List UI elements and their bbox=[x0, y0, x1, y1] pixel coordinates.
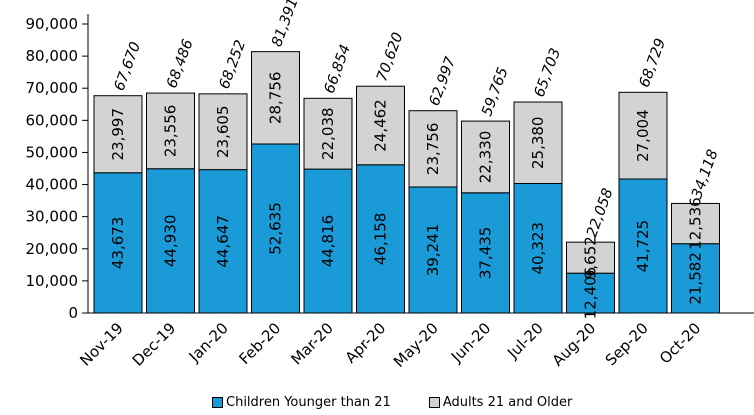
data-label-adults: 22,038 bbox=[319, 107, 337, 160]
legend-label-children: Children Younger than 21 bbox=[226, 395, 391, 410]
data-label-adults: 28,756 bbox=[267, 72, 285, 125]
data-label-children: 39,241 bbox=[424, 224, 442, 277]
data-label-children: 21,582 bbox=[687, 252, 705, 305]
data-label-adults: 27,004 bbox=[634, 109, 652, 162]
data-label-adults: 22,330 bbox=[477, 131, 495, 184]
x-tick-label: Mar-20 bbox=[287, 319, 336, 368]
data-label-children: 44,930 bbox=[162, 215, 180, 268]
data-label-adults: 24,462 bbox=[372, 99, 390, 152]
data-label-children: 12,406 bbox=[582, 267, 600, 320]
x-tick-label: Oct-20 bbox=[656, 319, 704, 367]
y-tick-label: 0 bbox=[68, 304, 78, 322]
bar-children bbox=[408, 186, 458, 314]
data-label-adults: 23,756 bbox=[424, 123, 442, 176]
data-label-total: 22,058 bbox=[584, 186, 616, 239]
y-tick-label: 40,000 bbox=[26, 176, 79, 194]
data-label-adults: 9,652 bbox=[582, 236, 600, 279]
bar-adults bbox=[618, 91, 668, 180]
bar-adults bbox=[513, 101, 563, 185]
bar-children bbox=[618, 178, 668, 314]
y-tick-label: 50,000 bbox=[26, 143, 79, 161]
x-tick-label: Jun-20 bbox=[447, 319, 494, 366]
bar-adults bbox=[461, 120, 510, 194]
y-tick-label: 70,000 bbox=[26, 79, 79, 97]
data-label-total: 70,620 bbox=[374, 30, 406, 83]
x-tick-label: Apr-20 bbox=[342, 319, 390, 367]
data-label-total: 68,729 bbox=[637, 37, 669, 90]
data-label-children: 37,435 bbox=[477, 227, 495, 280]
x-tick-label: Feb-20 bbox=[235, 319, 284, 368]
y-tick-label: 80,000 bbox=[26, 47, 79, 65]
x-tick-label: Aug-20 bbox=[549, 319, 600, 370]
data-label-adults: 25,380 bbox=[529, 117, 547, 170]
data-label-adults: 23,556 bbox=[162, 105, 180, 158]
y-tick-label: 10,000 bbox=[26, 272, 79, 290]
bar-adults bbox=[566, 241, 615, 274]
x-tick-label: Jan-20 bbox=[185, 319, 232, 366]
y-tick-label: 60,000 bbox=[26, 111, 79, 129]
data-label-total: 66,854 bbox=[322, 43, 354, 96]
data-label-adults: 23,605 bbox=[214, 105, 232, 158]
legend-swatch-children bbox=[212, 397, 223, 408]
bar-adults bbox=[146, 92, 195, 170]
legend: Children Younger than 21 Adults 21 and O… bbox=[212, 395, 572, 410]
bar-adults bbox=[251, 51, 300, 145]
bar-adults bbox=[356, 85, 405, 166]
x-tick-label: May-20 bbox=[390, 319, 442, 371]
data-label-children: 40,323 bbox=[529, 222, 547, 275]
bar-adults bbox=[93, 95, 143, 174]
legend-label-adults: Adults 21 and Older bbox=[442, 395, 573, 410]
bar-children bbox=[303, 168, 353, 314]
data-label-total: 81,391 bbox=[269, 0, 301, 49]
legend-item-adults: Adults 21 and Older bbox=[428, 395, 573, 410]
legend-item-children: Children Younger than 21 bbox=[212, 395, 391, 410]
data-label-total: 62,997 bbox=[427, 54, 460, 108]
data-label-total: 59,765 bbox=[479, 65, 511, 118]
bar-children bbox=[198, 169, 248, 314]
data-label-children: 44,647 bbox=[214, 215, 232, 268]
data-label-children: 52,635 bbox=[267, 202, 285, 255]
data-label-total: 67,670 bbox=[112, 40, 144, 93]
data-label-children: 46,158 bbox=[372, 213, 390, 265]
data-label-adults: 23,997 bbox=[109, 108, 127, 161]
x-tick-label: Sep-20 bbox=[602, 319, 652, 369]
data-label-total: 68,252 bbox=[217, 38, 249, 91]
bar-adults bbox=[671, 202, 720, 245]
x-tick-label: Nov-19 bbox=[76, 319, 126, 369]
data-label-adults: 12,536 bbox=[687, 197, 705, 250]
bar-children bbox=[356, 164, 405, 314]
data-label-children: 43,673 bbox=[109, 217, 127, 269]
data-label-children: 44,816 bbox=[319, 215, 337, 267]
y-tick-label: 30,000 bbox=[26, 208, 79, 226]
bar-adults bbox=[408, 110, 458, 188]
data-label-total: 65,703 bbox=[532, 46, 564, 99]
y-tick-label: 90,000 bbox=[26, 15, 79, 33]
bar-adults bbox=[303, 97, 353, 170]
legend-swatch-adults bbox=[428, 397, 440, 408]
x-tick-label: Dec-19 bbox=[129, 319, 180, 370]
data-label-children: 41,725 bbox=[634, 220, 652, 272]
data-label-total: 68,486 bbox=[164, 37, 196, 90]
y-tick-label: 20,000 bbox=[26, 240, 79, 258]
bar-children bbox=[251, 143, 300, 314]
x-tick-label: Jul-20 bbox=[503, 319, 547, 363]
data-label-total: 34,118 bbox=[689, 148, 721, 201]
bar-adults bbox=[198, 93, 248, 171]
